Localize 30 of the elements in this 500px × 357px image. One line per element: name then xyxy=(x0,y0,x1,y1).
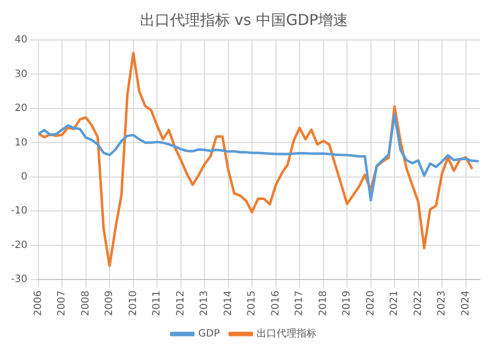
y-tick-label: -30 xyxy=(10,274,28,286)
x-tick-label: 2022 xyxy=(412,290,424,316)
x-tick-label: 2016 xyxy=(270,290,282,316)
x-tick-label: 2015 xyxy=(246,290,258,316)
x-tick-label: 2017 xyxy=(294,290,306,316)
y-tick-label: 10 xyxy=(14,137,28,148)
x-tick-label: 2023 xyxy=(436,290,448,316)
y-tick-label: -10 xyxy=(10,206,28,217)
x-tick-label: 2010 xyxy=(128,290,139,316)
legend-label: 出口代理指标 xyxy=(256,328,317,340)
y-tick-label: 30 xyxy=(14,68,28,80)
x-tick-label: 2013 xyxy=(199,290,210,316)
x-tick-label: 2020 xyxy=(365,290,376,316)
x-tick-label: 2011 xyxy=(152,290,163,316)
y-tick-label: 0 xyxy=(20,171,28,182)
x-tick-label: 2006 xyxy=(32,290,44,316)
y-tick-label: 20 xyxy=(14,103,28,114)
x-tick-label: 2014 xyxy=(222,290,234,316)
x-tick-label: 2007 xyxy=(56,290,68,316)
x-tick-label: 2009 xyxy=(104,290,116,316)
legend-label: GDP xyxy=(198,328,220,340)
x-tick-label: 2019 xyxy=(342,290,353,316)
x-tick-label: 2021 xyxy=(389,290,400,316)
x-tick-label: 2024 xyxy=(460,290,472,316)
x-tick-label: 2018 xyxy=(318,290,329,316)
chart-title: 出口代理指标 vs 中国GDP增速 xyxy=(140,10,348,29)
y-tick-label: 40 xyxy=(14,34,28,46)
y-tick-label: -20 xyxy=(10,240,28,251)
x-tick-label: 2012 xyxy=(175,290,186,316)
x-tick-label: 2008 xyxy=(80,290,92,316)
